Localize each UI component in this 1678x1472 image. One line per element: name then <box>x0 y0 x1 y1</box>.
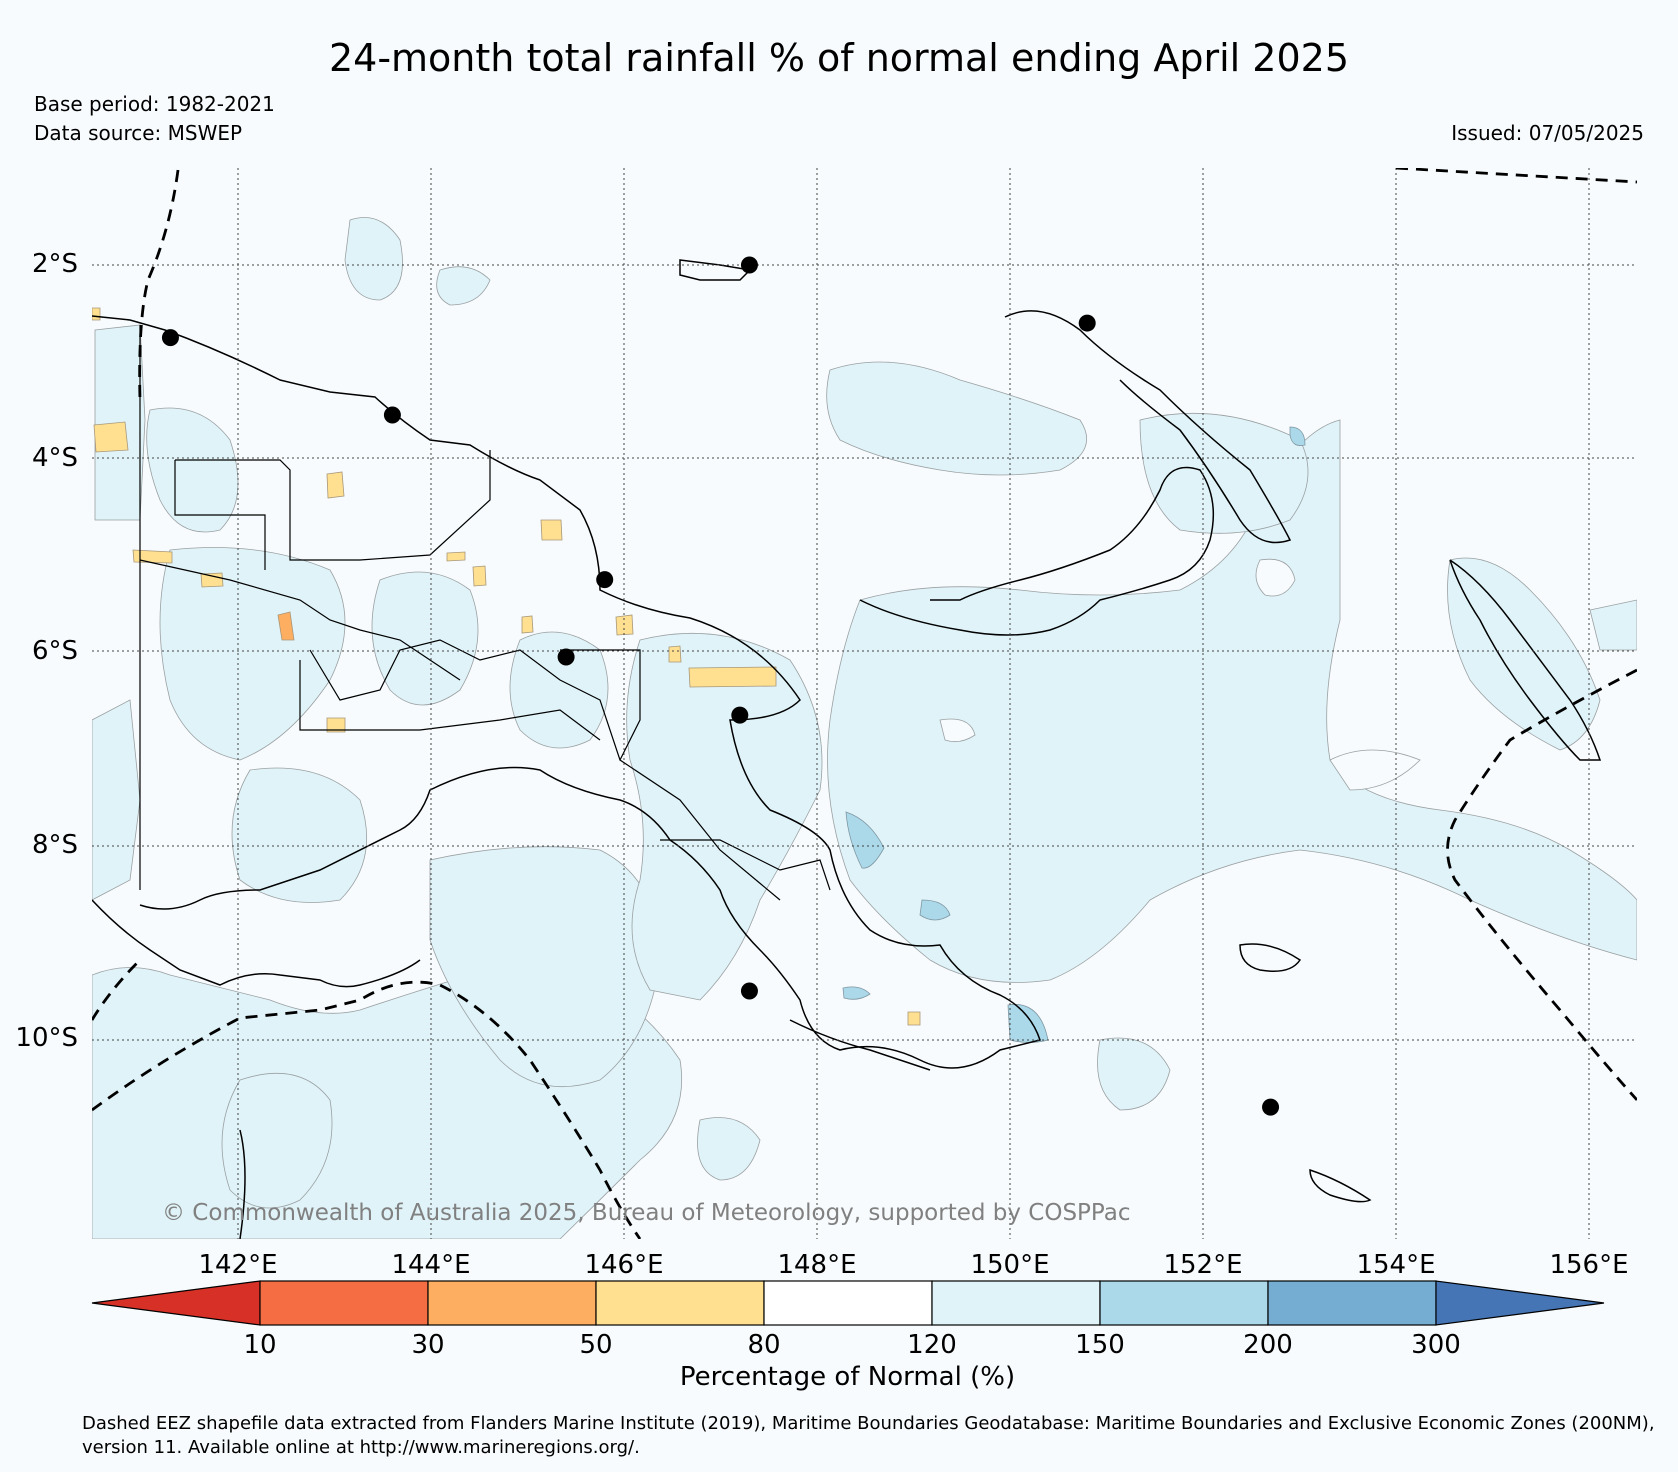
colorbar-segment <box>595 1280 765 1326</box>
station-markers <box>161 256 1280 1116</box>
colorbar-segment <box>427 1280 597 1326</box>
lon-tick-label: 156°E <box>1549 1250 1629 1280</box>
colorbar-tick-label: 300 <box>1411 1330 1461 1360</box>
colorbar <box>91 1280 1605 1326</box>
map-title: 24-month total rainfall % of normal endi… <box>328 36 1350 80</box>
lon-tick-label: 148°E <box>777 1250 857 1280</box>
colorbar-extend-low <box>91 1280 261 1326</box>
lon-tick-label: 142°E <box>198 1250 278 1280</box>
lon-tick-label: 154°E <box>1356 1250 1436 1280</box>
station-marker <box>596 571 614 589</box>
colorbar-extend-high <box>1435 1280 1605 1326</box>
issued-date-label: Issued: 07/05/2025 <box>1451 121 1644 145</box>
rainfall-anomaly-fill <box>92 217 1637 1239</box>
station-marker <box>740 982 758 1000</box>
lat-tick-label: 4°S <box>31 442 78 473</box>
colorbar-segment <box>931 1280 1101 1326</box>
lat-tick-label: 2°S <box>31 249 78 279</box>
base-period-label: Base period: 1982-2021 <box>34 92 275 116</box>
lat-tick-label: 8°S <box>31 829 78 860</box>
data-source-label: Data source: MSWEP <box>34 121 243 145</box>
colorbar-segment <box>763 1280 933 1326</box>
eez-footnote: Dashed EEZ shapefile data extracted from… <box>82 1413 1655 1458</box>
lat-tick-label: 6°S <box>31 636 78 667</box>
lon-tick-label: 146°E <box>584 1250 664 1280</box>
colorbar-segment <box>259 1280 429 1326</box>
colorbar-title: Percentage of Normal (%) <box>679 1362 1016 1392</box>
station-marker <box>740 256 758 274</box>
station-marker <box>1078 314 1096 332</box>
colorbar-tick-label: 30 <box>411 1330 445 1360</box>
colorbar-tick-label: 120 <box>907 1330 957 1360</box>
eez-boundaries <box>92 168 1637 1239</box>
lon-tick-label: 150°E <box>970 1250 1050 1280</box>
station-marker <box>161 329 179 347</box>
lat-tick-label: 10°S <box>15 1023 78 1054</box>
station-marker <box>731 706 749 724</box>
colorbar-tick-label: 150 <box>1075 1330 1125 1360</box>
colorbar-tick-label: 50 <box>579 1330 613 1360</box>
colorbar-tick-label: 10 <box>243 1330 277 1360</box>
colorbar-tick-label: 200 <box>1243 1330 1293 1360</box>
colorbar-segment <box>1267 1280 1437 1326</box>
lon-tick-label: 144°E <box>391 1250 471 1280</box>
lon-tick-label: 152°E <box>1163 1250 1243 1280</box>
station-marker <box>557 648 575 666</box>
colorbar-segment <box>1099 1280 1269 1326</box>
station-marker <box>1262 1098 1280 1116</box>
copyright-credit: © Commonwealth of Australia 2025, Bureau… <box>162 1200 1131 1226</box>
colorbar-tick-label: 80 <box>747 1330 781 1360</box>
station-marker <box>383 406 401 424</box>
internal-borders <box>139 325 831 901</box>
graticule <box>92 168 1637 1239</box>
